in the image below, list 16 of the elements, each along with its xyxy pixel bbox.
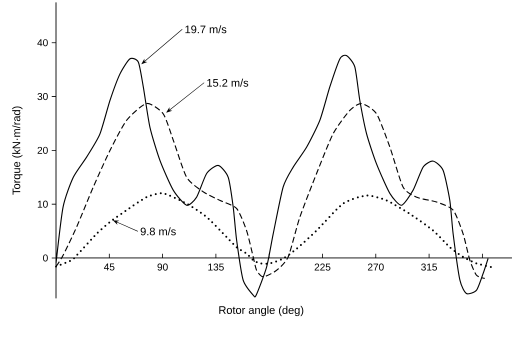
y-tick-label: 20: [38, 146, 48, 154]
y-tick-label: 30: [37, 93, 48, 100]
y-tick-label: 40: [37, 39, 48, 46]
annotation: 9.8 m/s: [140, 227, 176, 236]
annotation: 15.2 m/s: [207, 78, 248, 87]
x-tick-label: 90: [158, 264, 168, 271]
x-tick-label: 270: [368, 264, 384, 271]
x-tick-label: 135: [208, 264, 224, 271]
y-axis-title: Torque (kN·m/rad): [12, 106, 22, 195]
y-tick-label: 0: [43, 254, 48, 262]
x-tick-label: 315: [421, 264, 438, 271]
x-tick-label: 225: [314, 264, 330, 271]
x-tick-label: 45: [104, 264, 114, 270]
annotation: 19.7 m/s: [185, 25, 226, 34]
x-axis-title: Rotor angle (deg): [219, 306, 304, 316]
y-tick-label: 10: [38, 200, 48, 208]
